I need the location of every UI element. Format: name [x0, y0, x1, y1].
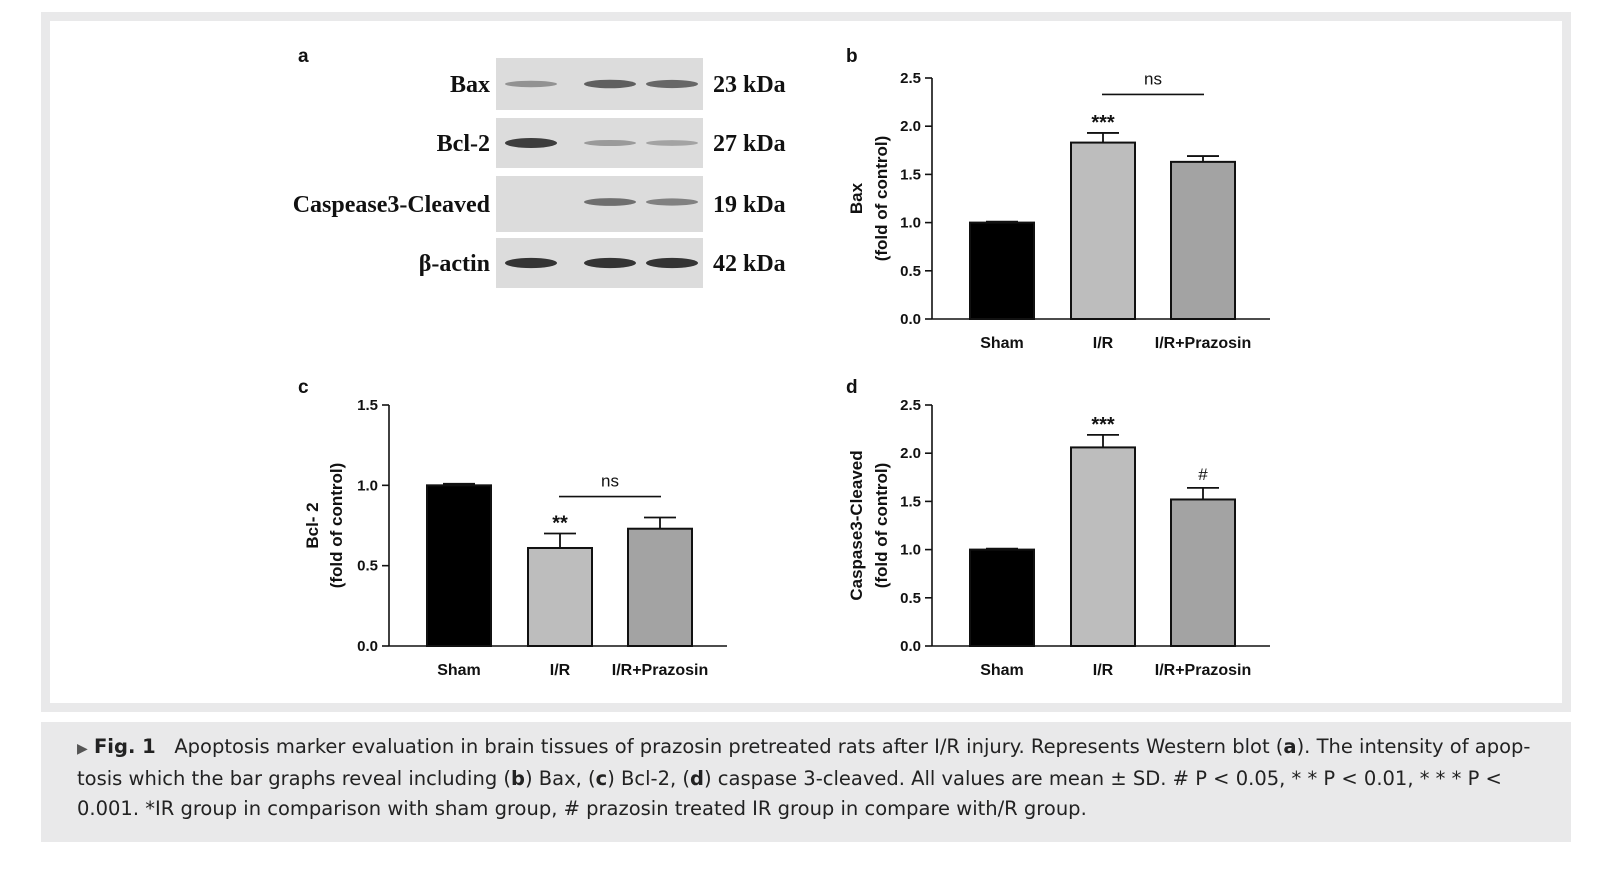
category-label-2: I/R+Prazosin — [612, 662, 708, 679]
significance-stars: *** — [1091, 414, 1115, 436]
caption-marker-icon: ▶ — [77, 741, 88, 757]
y-tick-label: 1.0 — [357, 477, 378, 494]
blot-band — [505, 80, 557, 88]
caption-ref-a: a — [1283, 735, 1297, 758]
blot-band — [505, 138, 557, 148]
panel-letter-a: a — [298, 46, 309, 67]
caption-part-5: ) caspase 3-cleaved. All values are mean… — [77, 767, 1502, 820]
y-tick-label: 2.5 — [900, 70, 921, 87]
blot-label-0: Bax — [450, 72, 490, 98]
chart-panel-d: d 0.0 0.5 1.0 1.5 2.0 2.5 Caspase3-Cleaved (fold… — [846, 377, 1270, 679]
chart-panel-c: c 0.0 0.5 1.0 1.5 Bcl- 2 (fold of control) Sham… — [298, 377, 727, 679]
blot-band — [584, 198, 636, 206]
caption-part-4: ) Bcl-2, ( — [607, 767, 690, 790]
blot-band — [646, 79, 698, 89]
category-label-1: I/R — [550, 662, 571, 679]
y-tick-label: 1.0 — [900, 542, 921, 559]
blot-label-3: β-actin — [419, 251, 490, 277]
bar-0 — [969, 221, 1035, 321]
bar-2 — [1170, 498, 1236, 647]
y-axis-title-line-1: (fold of control) — [872, 463, 891, 589]
blot-size-0: 23 kDa — [713, 72, 786, 98]
y-tick-label: 2.0 — [900, 118, 921, 135]
figure-frame — [41, 12, 1571, 712]
category-label-2: I/R+Prazosin — [1155, 335, 1251, 352]
y-tick-label: 0.0 — [900, 311, 921, 328]
y-tick-label: 2.5 — [900, 397, 921, 414]
significance-stars: ** — [552, 513, 568, 535]
caption-part-1: Apoptosis marker evaluation in brain tis… — [174, 735, 1284, 758]
y-tick-label: 0.0 — [900, 638, 921, 655]
caption-ref-b: b — [511, 767, 525, 790]
panel-letter-c: c — [298, 377, 309, 398]
blot-band — [584, 139, 636, 147]
bar-2 — [1170, 160, 1236, 320]
blot-band — [584, 79, 636, 89]
y-tick-label: 0.5 — [357, 558, 378, 575]
y-tick-label: 1.0 — [900, 215, 921, 232]
blot-size-3: 42 kDa — [713, 251, 786, 277]
bar-0 — [426, 484, 492, 648]
blot-label-1: Bcl-2 — [437, 131, 490, 157]
y-tick-label: 1.5 — [357, 397, 378, 414]
y-axis-title-line-0: Bcl- 2 — [303, 502, 322, 548]
significance-stars: *** — [1091, 112, 1115, 134]
y-axis-title-line-1: (fold of control) — [327, 463, 346, 589]
category-label-2: I/R+Prazosin — [1155, 662, 1251, 679]
bar-1 — [527, 546, 593, 648]
caption-ref-c: c — [595, 767, 608, 790]
caption-part-2: ). The intensity of apop-tosis which the… — [77, 735, 1531, 790]
blot-band — [505, 257, 557, 269]
blot-band — [584, 257, 636, 269]
y-tick-label: 1.5 — [900, 493, 921, 510]
blot-strips: Bax 23 kDa Bcl-2 27 kDa Caspease3-Cleaved 19 … — [293, 58, 786, 288]
y-tick-label: 1.5 — [900, 166, 921, 183]
y-axis-title-line-0: Bax — [847, 182, 866, 214]
y-tick-label: 0.5 — [900, 263, 921, 280]
comparison-label: ns — [601, 472, 619, 491]
comparison-label: ns — [1144, 69, 1162, 88]
chart-panel-b: b 0.0 0.5 1.0 1.5 2.0 2.5 Bax (fold of control) S… — [846, 46, 1270, 352]
category-label-0: Sham — [980, 335, 1024, 352]
caption-ref-d: d — [690, 767, 704, 790]
panel-letter-b: b — [846, 46, 858, 67]
significance-hash: # — [1198, 465, 1208, 484]
bar-1 — [1070, 141, 1136, 320]
panel-letter-d: d — [846, 377, 858, 398]
category-label-0: Sham — [980, 662, 1024, 679]
caption-part-3: ) Bax, ( — [524, 767, 596, 790]
blot-label-2: Caspease3-Cleaved — [293, 192, 491, 218]
bar-1 — [1070, 446, 1136, 647]
caption-fig-label: Fig. 1 — [93, 735, 156, 758]
western-blot-panel: a Bax 23 kDa Bcl-2 27 kDa Caspease3-Cleaved 1… — [293, 46, 786, 288]
y-tick-label: 2.0 — [900, 445, 921, 462]
y-axis-title-line-1: (fold of control) — [872, 136, 891, 262]
y-tick-label: 0.0 — [357, 638, 378, 655]
bar-0 — [969, 548, 1035, 647]
bar-2 — [627, 527, 693, 647]
blot-band — [646, 257, 698, 269]
category-label-1: I/R — [1093, 662, 1114, 679]
y-axis-title-line-0: Caspase3-Cleaved — [847, 450, 866, 600]
category-label-1: I/R — [1093, 335, 1114, 352]
category-label-0: Sham — [437, 662, 481, 679]
figure-svg: a Bax 23 kDa Bcl-2 27 kDa Caspease3-Cleaved 1… — [293, 46, 1270, 679]
y-tick-label: 0.5 — [900, 590, 921, 607]
figure-panel — [50, 21, 1562, 703]
blot-band — [646, 198, 698, 206]
blot-size-2: 19 kDa — [713, 192, 786, 218]
blot-size-1: 27 kDa — [713, 131, 786, 157]
caption-text: ▶ Fig. 1 Apoptosis marker evaluation in … — [77, 732, 1537, 824]
blot-band — [646, 140, 698, 146]
figure-caption: ▶ Fig. 1 Apoptosis marker evaluation in … — [41, 722, 1571, 842]
